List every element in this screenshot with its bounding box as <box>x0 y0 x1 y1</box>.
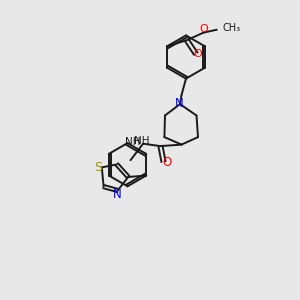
Text: CH₃: CH₃ <box>223 23 241 33</box>
Text: N: N <box>175 97 184 110</box>
Text: S: S <box>94 161 102 174</box>
Text: O: O <box>199 24 208 34</box>
Text: N: N <box>113 188 122 202</box>
Text: NH: NH <box>134 136 149 146</box>
Text: O: O <box>163 156 172 169</box>
Text: NH: NH <box>125 137 141 147</box>
Text: O: O <box>194 49 203 59</box>
